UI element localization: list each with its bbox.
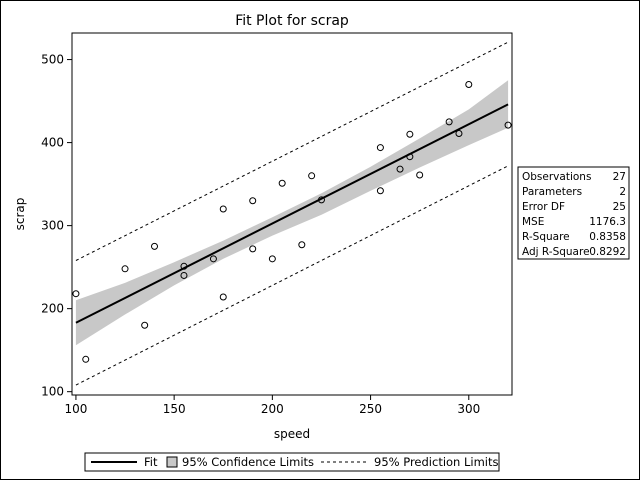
- legend-prediction-label: 95% Prediction Limits: [374, 455, 499, 469]
- data-point: [504, 121, 512, 129]
- legend-confidence-label: 95% Confidence Limits: [182, 455, 314, 469]
- data-point: [209, 255, 217, 263]
- fit-line: [75, 103, 509, 324]
- data-point: [151, 242, 158, 250]
- x-tick-label: 100: [64, 402, 87, 416]
- data-point: [465, 80, 473, 88]
- data-point: [406, 130, 414, 138]
- data-point: [376, 187, 384, 195]
- stats-label: Parameters: [522, 186, 582, 198]
- stats-value: 25: [613, 201, 626, 213]
- data-point: [298, 241, 306, 249]
- y-tick-label: 400: [41, 136, 64, 150]
- x-tick-label: 200: [261, 402, 284, 416]
- stats-value: 2: [619, 186, 626, 198]
- data-point: [72, 290, 80, 298]
- y-tick-label: 100: [41, 385, 64, 399]
- y-tick-label: 300: [41, 219, 64, 233]
- stats-value: 1176.3: [589, 216, 626, 228]
- data-point: [317, 196, 325, 204]
- stats-table-border: [517, 166, 630, 260]
- data-point: [219, 205, 227, 213]
- stats-value: 0.8292: [589, 246, 626, 258]
- data-point: [416, 171, 424, 179]
- data-point: [396, 165, 404, 173]
- stats-label: Adj R-Square: [522, 246, 590, 258]
- legend-border: [84, 452, 500, 472]
- plot-area: 100 150 200 250 300 100 200 300 400 500: [41, 32, 513, 416]
- prediction-lower-line: [75, 165, 509, 386]
- data-point: [180, 271, 188, 279]
- x-tick-label: 300: [457, 402, 480, 416]
- legend-fit-label: Fit: [144, 455, 158, 469]
- stats-label: Error DF: [522, 201, 565, 213]
- data-point: [121, 265, 129, 273]
- stats-label: MSE: [522, 216, 544, 228]
- data-point: [249, 245, 257, 253]
- plot-border: [71, 32, 513, 396]
- data-point: [180, 262, 188, 270]
- x-tick-label: 150: [163, 402, 186, 416]
- data-point: [406, 153, 414, 161]
- prediction-upper-line: [75, 41, 509, 261]
- data-point: [376, 144, 384, 152]
- chart-title: Fit Plot for scrap: [235, 13, 349, 29]
- data-point: [278, 179, 286, 187]
- stats-label: R-Square: [522, 231, 570, 243]
- x-tick-label: 250: [359, 402, 382, 416]
- y-tick-label: 200: [41, 302, 64, 316]
- legend-confidence-swatch: [166, 456, 178, 468]
- data-point: [268, 255, 276, 263]
- y-axis-label: scrap: [13, 198, 27, 231]
- stats-value: 27: [613, 171, 626, 183]
- stats-label: Observations: [522, 171, 591, 183]
- data-point: [82, 355, 90, 363]
- data-point: [445, 118, 453, 126]
- data-point: [249, 197, 257, 205]
- data-point: [141, 321, 149, 329]
- data-point: [455, 129, 463, 137]
- data-point: [219, 293, 227, 301]
- fit-statistics-table: Observations 27 Parameters 2 Error DF 25 MSE 11…: [517, 166, 630, 260]
- legend: Fit 95% Confidence Limits 95% Prediction…: [84, 452, 500, 472]
- y-tick-label: 500: [41, 53, 64, 67]
- data-point: [308, 172, 316, 180]
- x-axis-label: speed: [274, 427, 310, 441]
- stats-value: 0.8358: [589, 231, 626, 243]
